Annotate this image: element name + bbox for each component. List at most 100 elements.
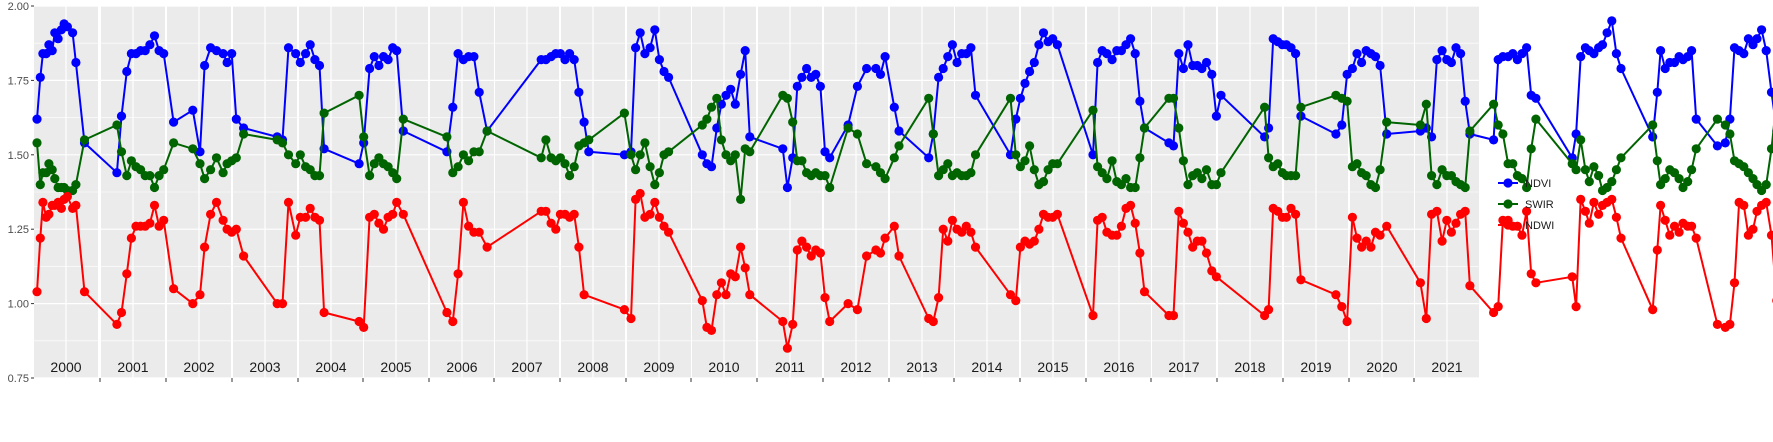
data-point-ndvi xyxy=(1616,63,1626,74)
data-point-ndvi xyxy=(966,43,976,53)
data-point-ndwi xyxy=(802,242,812,252)
data-point-ndvi xyxy=(1597,40,1608,50)
year-label-2020: 2020 xyxy=(1366,359,1397,375)
data-point-ndvi xyxy=(1207,69,1217,79)
data-point-ndwi xyxy=(792,245,802,255)
data-point-swir xyxy=(1427,171,1437,181)
data-point-ndvi xyxy=(169,117,179,127)
data-point-ndvi xyxy=(811,69,821,79)
data-point-ndvi xyxy=(1342,69,1352,79)
data-point-swir xyxy=(159,165,169,175)
data-point-swir xyxy=(650,180,660,190)
data-point-ndwi xyxy=(1331,290,1341,300)
data-point-swir xyxy=(1576,135,1586,145)
data-point-ndwi xyxy=(1567,272,1577,282)
data-point-ndvi xyxy=(218,49,228,59)
data-point-ndvi xyxy=(924,153,934,163)
data-point-ndvi xyxy=(1052,40,1062,50)
data-point-ndvi xyxy=(1602,28,1612,38)
data-point-ndwi xyxy=(1126,200,1136,210)
data-point-swir xyxy=(1216,168,1226,178)
data-point-ndwi xyxy=(1576,194,1586,204)
data-point-ndwi xyxy=(392,197,402,207)
data-point-ndvi xyxy=(740,46,750,56)
data-point-swir xyxy=(1029,165,1039,175)
data-point-ndwi xyxy=(880,233,890,243)
data-point-ndwi xyxy=(1382,221,1392,231)
data-point-swir xyxy=(149,182,160,193)
data-point-ndvi xyxy=(1687,46,1697,56)
year-label-2003: 2003 xyxy=(249,359,280,375)
year-label-2019: 2019 xyxy=(1300,359,1331,375)
data-point-swir xyxy=(1493,120,1503,130)
data-point-ndvi xyxy=(880,52,890,62)
data-point-ndvi xyxy=(448,102,458,112)
data-point-ndwi xyxy=(1296,275,1306,285)
data-point-swir xyxy=(1652,156,1662,166)
data-point-ndwi xyxy=(1725,319,1735,329)
data-point-ndwi xyxy=(112,319,122,329)
data-point-swir xyxy=(1526,144,1536,154)
data-point-ndvi xyxy=(852,81,863,91)
data-point-ndvi xyxy=(1025,66,1035,77)
data-point-swir xyxy=(889,153,899,163)
data-point-ndwi xyxy=(453,269,463,279)
data-point-ndvi xyxy=(283,43,294,53)
data-point-swir xyxy=(319,108,329,118)
y-tick-label: 1.75 xyxy=(8,75,29,87)
data-point-ndwi xyxy=(843,299,853,309)
data-point-ndwi xyxy=(820,293,830,303)
data-point-ndvi xyxy=(35,72,45,82)
data-point-swir xyxy=(1260,102,1270,112)
data-point-ndwi xyxy=(1281,212,1291,222)
data-point-ndvi xyxy=(1712,141,1722,151)
data-point-ndvi xyxy=(947,40,958,50)
data-point-swir xyxy=(1683,177,1693,187)
data-point-ndwi xyxy=(482,242,492,252)
data-point-swir xyxy=(1211,180,1221,190)
data-point-ndwi xyxy=(211,197,222,207)
data-point-ndvi xyxy=(650,25,660,35)
data-point-ndwi xyxy=(1352,233,1362,243)
data-point-ndvi xyxy=(1611,49,1621,59)
data-point-swir xyxy=(654,168,665,178)
y-tick-label: 2.00 xyxy=(8,1,29,13)
data-point-swir xyxy=(894,141,904,151)
data-point-swir xyxy=(442,132,452,142)
data-point-ndvi xyxy=(894,126,904,136)
data-point-swir xyxy=(283,150,294,160)
data-point-ndvi xyxy=(305,40,315,50)
data-point-ndwi xyxy=(1174,206,1184,216)
data-point-swir xyxy=(1102,174,1112,184)
data-point-ndwi xyxy=(1584,218,1594,228)
data-point-ndvi xyxy=(1576,52,1586,62)
data-point-ndwi xyxy=(283,197,294,207)
data-point-swir xyxy=(453,162,463,172)
data-point-swir xyxy=(536,153,546,163)
data-point-ndvi xyxy=(159,49,169,59)
data-point-swir xyxy=(1660,174,1670,184)
data-point-ndvi xyxy=(1522,43,1532,53)
data-point-ndwi xyxy=(619,305,630,315)
data-point-ndwi xyxy=(1130,218,1140,228)
data-point-ndwi xyxy=(1034,224,1044,234)
data-point-swir xyxy=(788,117,798,127)
data-point-swir xyxy=(71,180,81,190)
data-point-ndvi xyxy=(231,114,241,124)
data-point-ndwi xyxy=(782,343,793,353)
year-label-2021: 2021 xyxy=(1431,359,1462,375)
data-point-swir xyxy=(852,129,863,139)
data-point-ndwi xyxy=(239,251,249,261)
data-point-ndvi xyxy=(365,63,375,74)
data-point-swir xyxy=(1291,171,1301,181)
year-label-2002: 2002 xyxy=(183,359,214,375)
data-point-swir xyxy=(195,159,205,169)
data-point-swir xyxy=(200,174,210,184)
data-point-ndwi xyxy=(314,215,325,225)
data-point-swir xyxy=(706,102,717,112)
data-point-swir xyxy=(1264,153,1274,163)
data-point-ndwi xyxy=(369,209,379,219)
data-point-ndvi xyxy=(584,147,594,157)
data-point-swir xyxy=(1616,153,1626,163)
data-point-ndwi xyxy=(195,290,205,300)
